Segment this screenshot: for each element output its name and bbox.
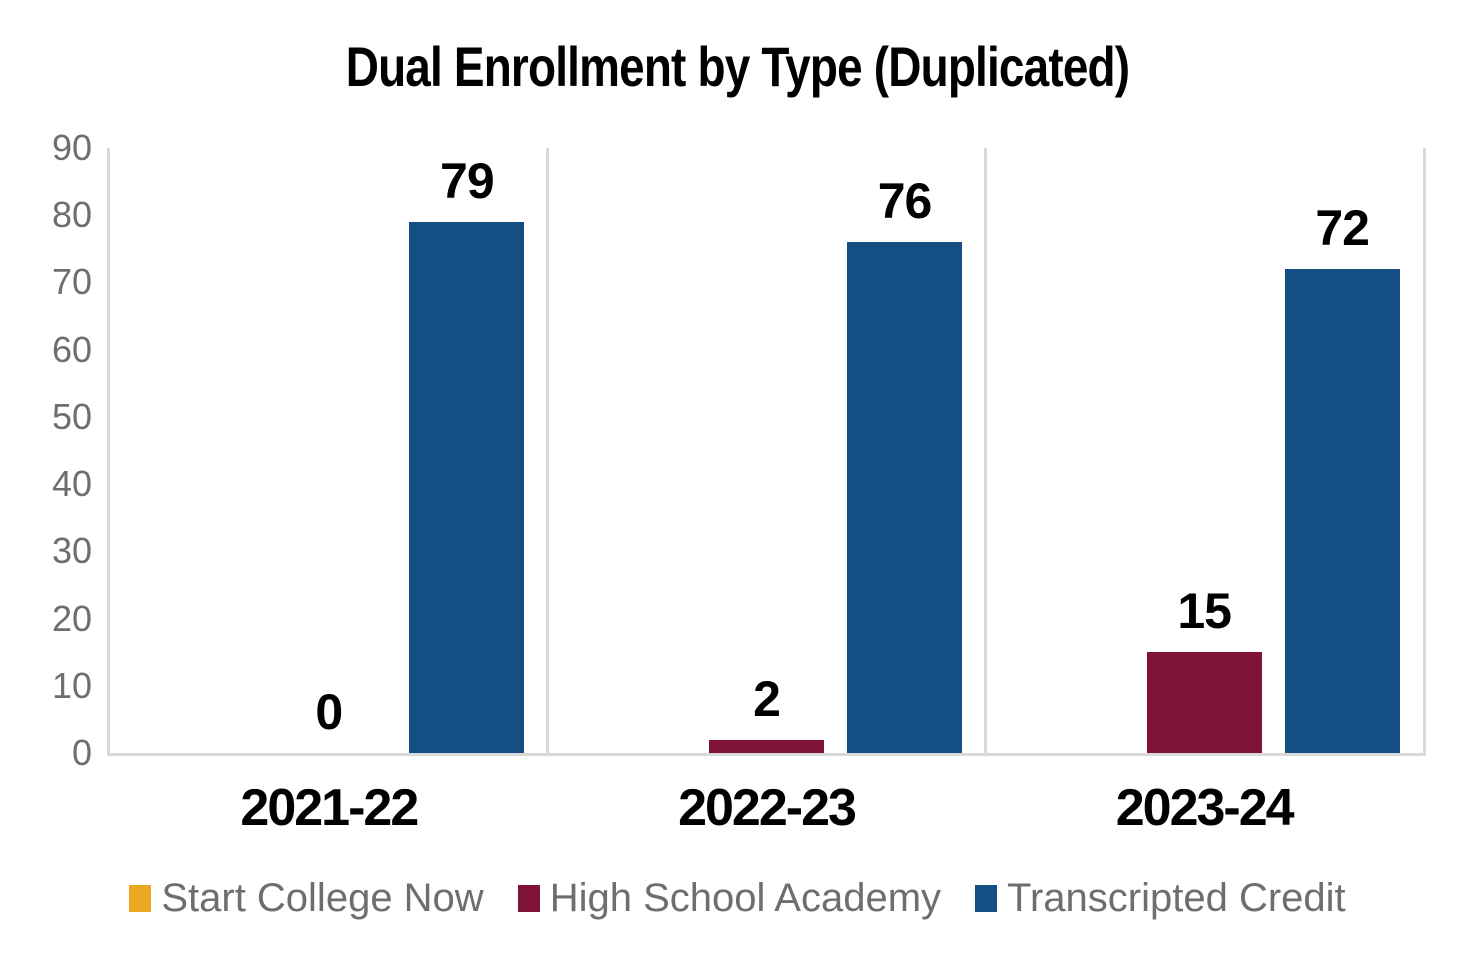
- chart-title: Dual Enrollment by Type (Duplicated): [345, 35, 1130, 98]
- legend-swatch-start-college-now: [129, 885, 152, 912]
- y-tick-label: 20: [51, 597, 92, 639]
- y-tick-label: 60: [51, 328, 92, 370]
- legend-swatch-high-school-academy: [517, 885, 540, 912]
- bar-transcripted-credit-2021-22[interactable]: [409, 221, 525, 753]
- y-tick-label: 10: [51, 664, 92, 706]
- legend-item-start-college-now[interactable]: Start College Now: [129, 876, 484, 921]
- data-label-high-school-academy-2022-23: 2: [753, 670, 781, 727]
- plot-right-border-line: [1423, 148, 1426, 756]
- y-tick-label: 80: [51, 194, 92, 236]
- data-label-transcripted-credit-2023-24: 72: [1315, 200, 1370, 256]
- x-axis-line: [107, 753, 1426, 756]
- data-label-transcripted-credit-2022-23: 76: [877, 173, 933, 230]
- category-separator-line: [546, 148, 550, 756]
- bar-transcripted-credit-2023-24[interactable]: [1284, 269, 1400, 753]
- legend-item-transcripted-credit[interactable]: Transcripted Credit: [975, 876, 1346, 921]
- x-axis-label-2022-23: 2022-23: [678, 779, 857, 837]
- legend-item-high-school-academy[interactable]: High School Academy: [517, 876, 942, 921]
- legend-label-high-school-academy: High School Academy: [549, 876, 942, 920]
- legend-label-transcripted-credit: Transcripted Credit: [1007, 876, 1346, 920]
- y-tick-label: 70: [51, 261, 92, 303]
- y-tick-label: 50: [51, 395, 92, 437]
- y-tick-label: 40: [51, 463, 92, 505]
- legend: Start College Now High School Academy Tran…: [0, 876, 1475, 921]
- x-axis-label-2021-22: 2021-22: [240, 779, 419, 837]
- category-separator-line: [983, 148, 987, 756]
- data-label-transcripted-credit-2021-22: 79: [440, 152, 495, 209]
- bar-transcripted-credit-2022-23[interactable]: [847, 242, 962, 753]
- bar-high-school-academy-2023-24[interactable]: [1146, 652, 1262, 753]
- y-tick-label: 30: [51, 530, 92, 572]
- legend-swatch-transcripted-credit: [975, 885, 998, 912]
- y-tick-label: 0: [71, 732, 92, 773]
- y-tick-label: 90: [51, 127, 92, 168]
- x-axis-label-2023-24: 2023-24: [1115, 779, 1295, 837]
- data-label-high-school-academy-2023-24: 15: [1177, 583, 1232, 640]
- y-axis-line: [107, 148, 110, 756]
- plot-area: 0 79 2 76 15 72: [107, 148, 1426, 756]
- legend-label-start-college-now: Start College Now: [161, 876, 484, 920]
- data-label-high-school-academy-2021-22: 0: [315, 684, 343, 740]
- bar-high-school-academy-2022-23[interactable]: [709, 739, 824, 753]
